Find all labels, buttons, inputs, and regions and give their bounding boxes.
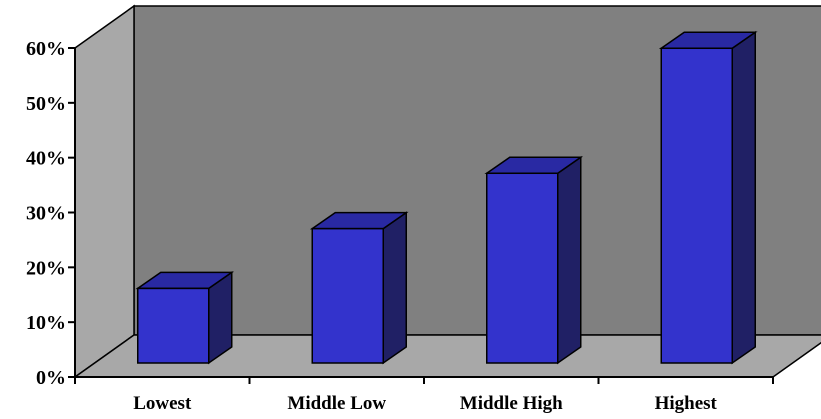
bar-middle-high <box>484 155 584 365</box>
chart-walls <box>72 4 821 379</box>
bar-side-face <box>557 155 582 365</box>
axes <box>68 47 774 384</box>
x-category-label: Lowest <box>133 393 192 414</box>
y-tick-label: 30% <box>26 203 66 225</box>
x-category-label: Middle Low <box>287 393 386 414</box>
bar-side-face <box>731 30 756 365</box>
y-tick-label: 20% <box>26 257 66 279</box>
y-tick-label: 10% <box>26 312 66 334</box>
bar-front-face <box>486 172 559 364</box>
y-tick-label: 60% <box>26 38 66 60</box>
y-tick-label: 0% <box>36 367 66 389</box>
bar-middle-low <box>309 211 409 365</box>
x-axis-category-labels: Lowest Middle Low Middle High Highest <box>133 393 717 414</box>
bar-front-face <box>660 47 733 364</box>
side-wall <box>74 4 135 379</box>
x-category-label: Middle High <box>460 393 563 414</box>
bar-highest <box>658 30 758 365</box>
bar-side-face <box>382 211 407 365</box>
y-tick-label: 50% <box>26 93 66 115</box>
bar-front-face <box>137 287 210 364</box>
y-axis-tick-labels: 0% 10% 20% 30% 40% 50% 60% <box>26 38 66 389</box>
bar-front-face <box>311 227 384 364</box>
y-tick-label: 40% <box>26 148 66 170</box>
bars <box>135 30 758 365</box>
x-category-label: Highest <box>655 393 718 414</box>
bar-lowest <box>135 270 235 365</box>
